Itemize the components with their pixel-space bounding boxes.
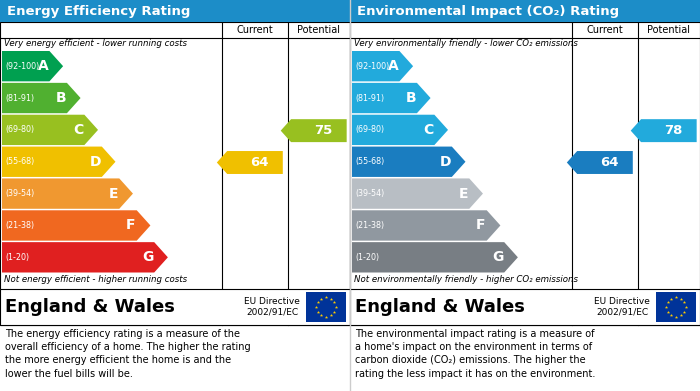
Polygon shape xyxy=(631,119,696,142)
Polygon shape xyxy=(2,242,168,273)
Text: F: F xyxy=(476,219,486,233)
Polygon shape xyxy=(567,151,633,174)
Text: A: A xyxy=(388,59,398,73)
Bar xyxy=(656,292,696,322)
Text: (81-91): (81-91) xyxy=(355,93,384,102)
Polygon shape xyxy=(352,242,518,273)
Text: D: D xyxy=(90,155,101,169)
Text: (21-38): (21-38) xyxy=(355,221,384,230)
Text: C: C xyxy=(423,123,433,137)
Polygon shape xyxy=(352,178,483,209)
Text: 75: 75 xyxy=(314,124,332,137)
Text: (92-100): (92-100) xyxy=(5,62,39,71)
Bar xyxy=(0,289,350,325)
Polygon shape xyxy=(352,83,430,113)
Bar xyxy=(0,0,350,22)
Text: G: G xyxy=(492,250,503,264)
Polygon shape xyxy=(2,83,80,113)
Text: (1-20): (1-20) xyxy=(5,253,29,262)
Text: B: B xyxy=(405,91,416,105)
Bar xyxy=(0,22,350,325)
Text: F: F xyxy=(126,219,136,233)
Text: Very energy efficient - lower running costs: Very energy efficient - lower running co… xyxy=(4,39,187,48)
Text: (69-80): (69-80) xyxy=(355,126,384,135)
Text: (21-38): (21-38) xyxy=(5,221,34,230)
Polygon shape xyxy=(352,147,466,177)
Bar xyxy=(350,22,700,325)
Text: (55-68): (55-68) xyxy=(355,157,384,166)
Text: The environmental impact rating is a measure of
a home's impact on the environme: The environmental impact rating is a mea… xyxy=(355,329,596,378)
Polygon shape xyxy=(352,210,500,240)
Polygon shape xyxy=(2,51,63,81)
Text: Potential: Potential xyxy=(648,25,690,35)
Text: EU Directive
2002/91/EC: EU Directive 2002/91/EC xyxy=(244,297,300,317)
Text: England & Wales: England & Wales xyxy=(5,298,175,316)
Text: (39-54): (39-54) xyxy=(355,189,384,198)
Text: (69-80): (69-80) xyxy=(5,126,34,135)
Text: (39-54): (39-54) xyxy=(5,189,34,198)
Text: E: E xyxy=(108,187,118,201)
Text: 64: 64 xyxy=(600,156,619,169)
Text: (92-100): (92-100) xyxy=(355,62,389,71)
Text: Current: Current xyxy=(237,25,273,35)
Text: Very environmentally friendly - lower CO₂ emissions: Very environmentally friendly - lower CO… xyxy=(354,39,578,48)
Text: England & Wales: England & Wales xyxy=(355,298,525,316)
Text: B: B xyxy=(55,91,66,105)
Polygon shape xyxy=(2,210,150,240)
Polygon shape xyxy=(352,51,413,81)
Polygon shape xyxy=(217,151,283,174)
Text: Not energy efficient - higher running costs: Not energy efficient - higher running co… xyxy=(4,275,187,284)
Text: G: G xyxy=(142,250,153,264)
Bar xyxy=(350,0,700,22)
Text: Energy Efficiency Rating: Energy Efficiency Rating xyxy=(7,5,190,18)
Text: 64: 64 xyxy=(250,156,269,169)
Text: The energy efficiency rating is a measure of the
overall efficiency of a home. T: The energy efficiency rating is a measur… xyxy=(5,329,251,378)
Text: (1-20): (1-20) xyxy=(355,253,379,262)
Polygon shape xyxy=(2,178,133,209)
Text: EU Directive
2002/91/EC: EU Directive 2002/91/EC xyxy=(594,297,650,317)
Text: 78: 78 xyxy=(664,124,682,137)
Text: Not environmentally friendly - higher CO₂ emissions: Not environmentally friendly - higher CO… xyxy=(354,275,578,284)
Polygon shape xyxy=(2,147,116,177)
Text: D: D xyxy=(440,155,451,169)
Polygon shape xyxy=(2,115,98,145)
Text: Current: Current xyxy=(587,25,624,35)
Polygon shape xyxy=(352,115,448,145)
Text: Potential: Potential xyxy=(298,25,340,35)
Text: (81-91): (81-91) xyxy=(5,93,34,102)
Polygon shape xyxy=(281,119,346,142)
Text: A: A xyxy=(38,59,48,73)
Bar xyxy=(350,289,700,325)
Text: C: C xyxy=(73,123,83,137)
Bar xyxy=(306,292,346,322)
Text: (55-68): (55-68) xyxy=(5,157,34,166)
Text: Environmental Impact (CO₂) Rating: Environmental Impact (CO₂) Rating xyxy=(357,5,619,18)
Text: E: E xyxy=(458,187,468,201)
